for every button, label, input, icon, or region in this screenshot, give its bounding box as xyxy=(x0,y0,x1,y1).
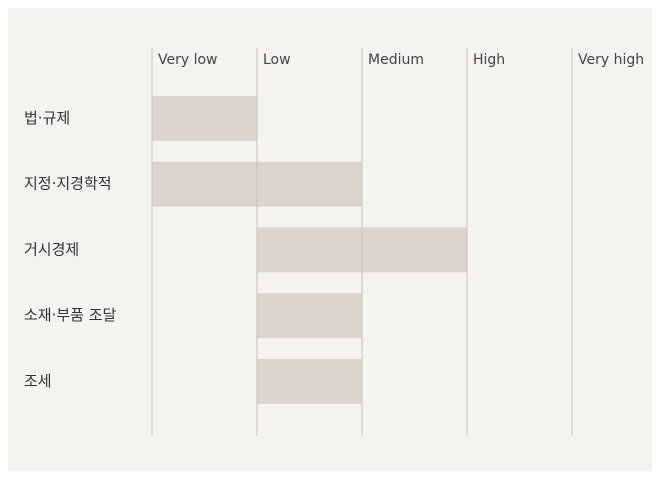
x-tick-label: Medium xyxy=(368,52,424,68)
category-label: 지정·지경학적 xyxy=(24,175,112,193)
bar xyxy=(257,293,362,339)
x-tick-label: High xyxy=(473,52,505,68)
category-label: 소재·부품 조달 xyxy=(24,306,117,324)
category-label: 법·규제 xyxy=(24,109,70,127)
x-tick-label: Very low xyxy=(158,52,218,68)
category-label: 조세 xyxy=(24,372,52,390)
x-tick-label: Very high xyxy=(578,52,644,68)
x-tick-label: Low xyxy=(263,52,291,68)
bar xyxy=(152,96,257,141)
bar xyxy=(257,358,362,404)
category-label: 거시경제 xyxy=(24,240,79,258)
